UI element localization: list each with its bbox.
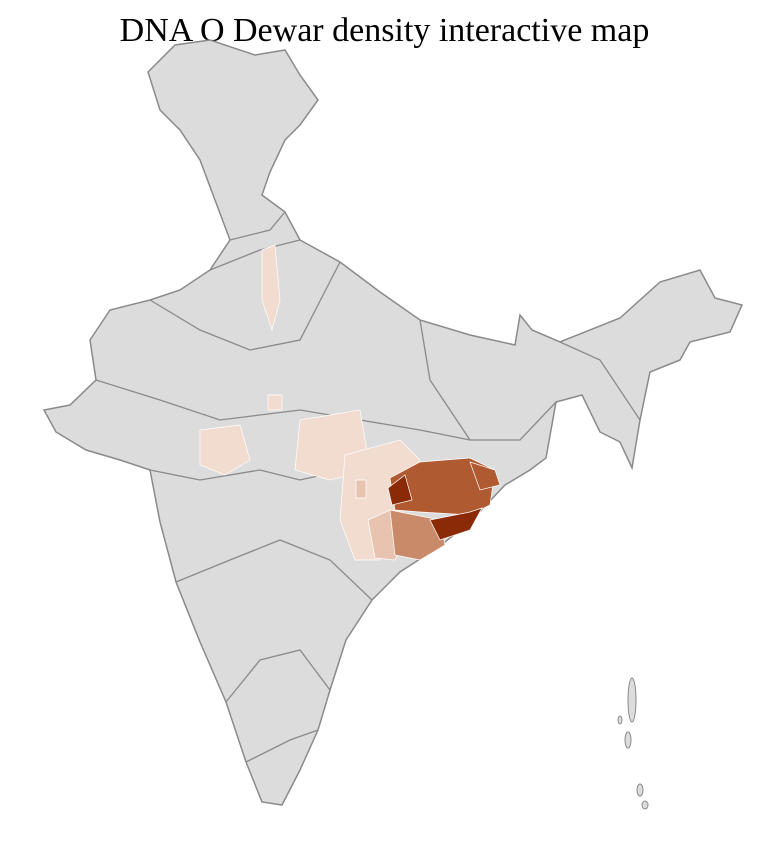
density-regions (199, 244, 501, 561)
india-outline[interactable] (42, 39, 744, 806)
region-level-4[interactable] (389, 457, 496, 516)
region-level-1[interactable] (199, 424, 251, 476)
region-level-5[interactable] (387, 474, 413, 506)
region-level-4[interactable] (469, 461, 501, 491)
region-level-2[interactable] (355, 479, 367, 499)
region-level-1[interactable] (267, 394, 283, 411)
india-base-map (42, 39, 744, 810)
region-level-1[interactable] (261, 244, 281, 332)
region-level-5[interactable] (429, 507, 483, 541)
andaman-nicobar-islands (617, 677, 649, 810)
